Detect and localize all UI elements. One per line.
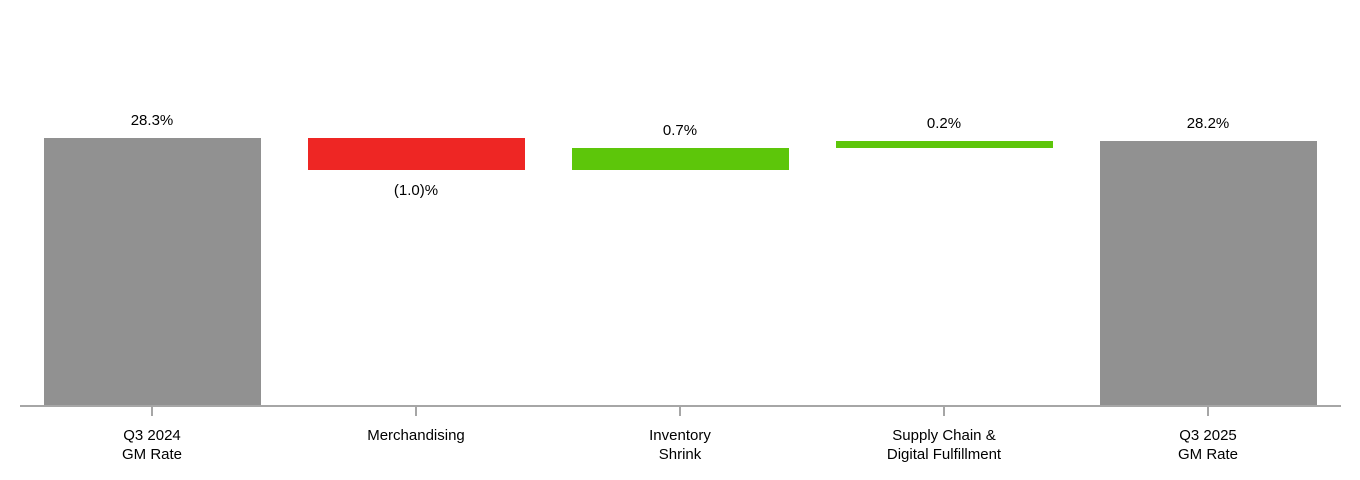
x-axis-tick [151, 405, 153, 416]
bar-value-label: 0.7% [662, 121, 698, 139]
x-axis-category-label: Q3 2025 GM Rate [1177, 427, 1238, 463]
x-axis-category-label: Supply Chain & Digital Fulfillment [886, 427, 1002, 463]
bar-value-label: (1.0)% [393, 182, 439, 199]
x-axis-category-label: Merchandising [367, 427, 465, 444]
bar-value-label: 28.2% [1186, 115, 1230, 133]
x-axis-tick [679, 405, 681, 416]
waterfall-bar-total [43, 138, 261, 405]
x-axis-tick [943, 405, 945, 416]
waterfall-bar-decrease [307, 138, 525, 170]
x-axis-category-label: Inventory Shrink [649, 427, 711, 463]
waterfall-bar-total [1099, 141, 1317, 405]
bar-value-label: 28.3% [130, 112, 174, 129]
x-axis-category-label: Q3 2024 GM Rate [121, 427, 182, 463]
x-axis-tick [415, 405, 417, 416]
waterfall-bar-increase [571, 147, 789, 170]
waterfall-bar-increase [835, 141, 1053, 148]
bar-value-label: 0.2% [926, 115, 962, 133]
x-axis-tick [1207, 405, 1209, 416]
